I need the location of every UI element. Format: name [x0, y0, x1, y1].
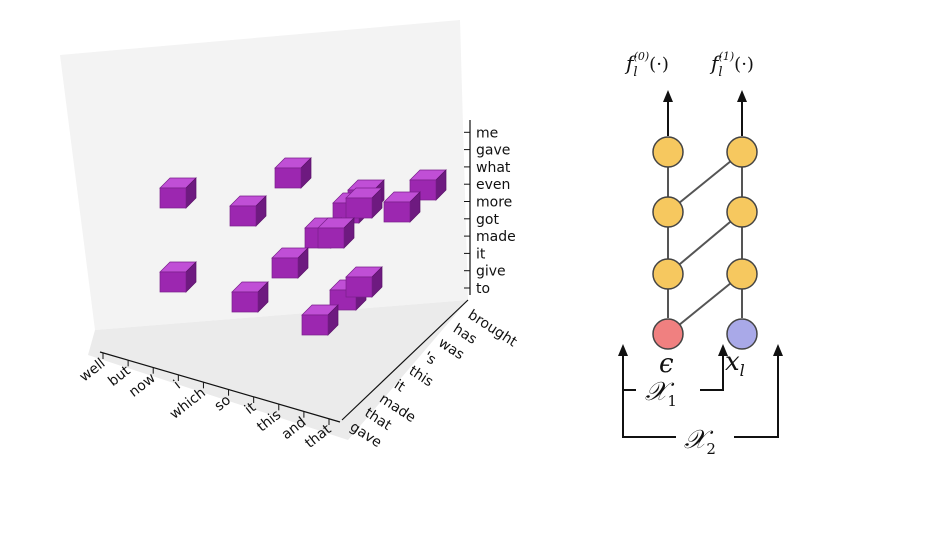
- hidden-node: [726, 136, 758, 168]
- z-tick-label: made: [476, 229, 516, 245]
- hidden-node: [652, 258, 684, 290]
- cube: [274, 157, 312, 189]
- z-tick-label: to: [476, 281, 490, 297]
- x-input-node: [726, 318, 758, 350]
- hidden-node: [652, 196, 684, 228]
- arrowhead-icon: [663, 90, 673, 102]
- hidden-node: [652, 136, 684, 168]
- z-tick-label: what: [476, 160, 511, 176]
- cube: [229, 195, 267, 227]
- cube: [271, 247, 309, 279]
- x-tick-label: which: [167, 385, 209, 423]
- network-diagram: fl(0)(·) fl(1)(·) ϵ xl 𝒳1 𝒳2: [618, 50, 783, 458]
- z-tick-label: gave: [476, 143, 510, 159]
- arrowhead-icon: [618, 344, 628, 356]
- z-tick-label: more: [476, 195, 512, 211]
- arrowhead-icon: [773, 344, 783, 356]
- z-tick-label: give: [476, 264, 506, 280]
- hidden-node: [726, 196, 758, 228]
- cube: [301, 304, 339, 336]
- cube: [383, 191, 421, 223]
- cube-group: [159, 157, 447, 336]
- z-tick-label: me: [476, 125, 498, 141]
- input-label-epsilon: ϵ: [659, 349, 674, 379]
- output-label-0: fl(0)(·): [624, 50, 669, 80]
- z-tick-label: it: [476, 246, 486, 262]
- cube: [317, 217, 355, 249]
- arrowhead-icon: [718, 344, 728, 356]
- x-axis-line: [99, 351, 341, 423]
- y-axis-line: [341, 299, 469, 421]
- hidden-node: [726, 258, 758, 290]
- cube: [159, 261, 197, 293]
- cube: [159, 177, 197, 209]
- z-tick-label: even: [476, 177, 510, 193]
- plot-pane-back: [60, 20, 468, 330]
- edge-cross: [667, 211, 743, 275]
- hidden-nodes: [652, 136, 758, 290]
- edge-cross: [667, 151, 743, 213]
- cube: [345, 266, 383, 298]
- input-label-x: xl: [725, 347, 745, 380]
- arrowhead-icon: [737, 90, 747, 102]
- plot-pane-floor: [88, 300, 468, 440]
- z-tick-label: got: [476, 212, 499, 228]
- epsilon-node: [652, 318, 684, 350]
- cube: [345, 187, 383, 219]
- x-tick-label: so: [212, 392, 234, 414]
- output-label-1: fl(1)(·): [709, 50, 754, 80]
- cube: [231, 281, 269, 313]
- edge-cross: [667, 273, 743, 335]
